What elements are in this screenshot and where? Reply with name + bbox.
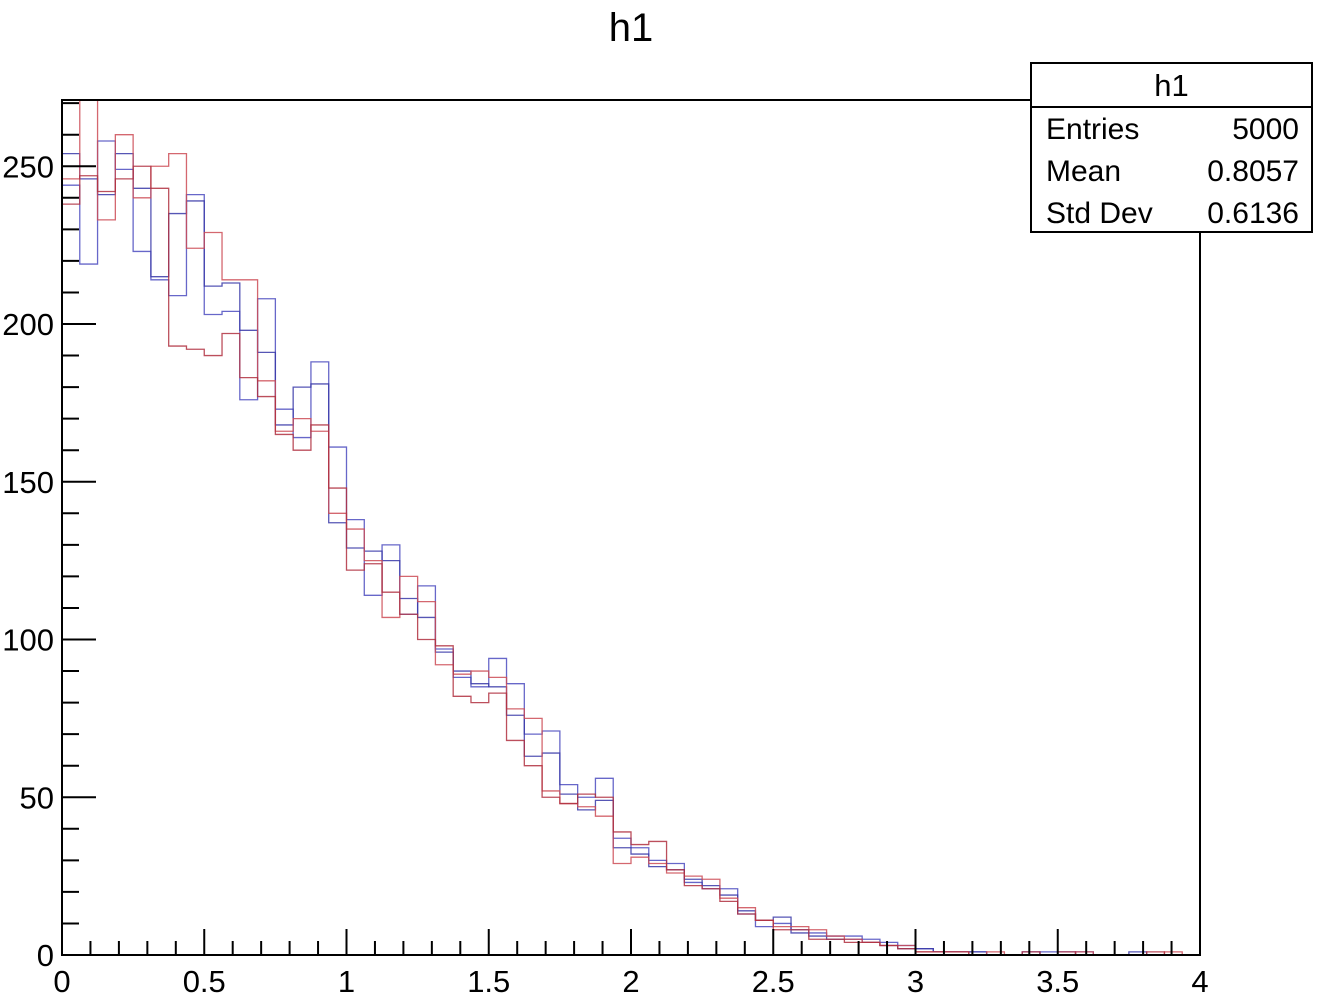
tick-label: 100 — [2, 623, 54, 658]
tick-label: 1 — [338, 964, 355, 999]
tick-label: 3 — [907, 964, 924, 999]
tick-label: 0.5 — [183, 964, 226, 999]
histogram-line — [61, 165, 1200, 956]
stats-row-mean: Mean 0.8057 — [1032, 150, 1311, 192]
tick-label: 0 — [53, 964, 70, 999]
stats-box-title: h1 — [1032, 64, 1311, 108]
axes: 0 0.5 1 1.5 2 2.5 3 3.5 4 0 50 100 150 200 250 — [2, 102, 1209, 999]
tick-label: 50 — [20, 780, 54, 815]
tick-label: 4 — [1191, 964, 1208, 999]
stats-value: 5000 — [1232, 113, 1299, 146]
tick-label: 250 — [2, 149, 54, 184]
stats-label: Mean — [1046, 155, 1122, 188]
tick-label: 0 — [37, 938, 54, 973]
stats-label: Entries — [1046, 113, 1140, 146]
tick-label: 1.5 — [467, 964, 510, 999]
tick-label: 2 — [622, 964, 639, 999]
stats-row-entries: Entries 5000 — [1032, 108, 1311, 150]
stats-label: Std Dev — [1046, 197, 1153, 230]
stats-value: 0.8057 — [1207, 155, 1299, 188]
chart-title: h1 — [608, 6, 654, 50]
tick-label: 200 — [2, 307, 54, 342]
tick-label: 3.5 — [1036, 964, 1079, 999]
stats-value: 0.6136 — [1207, 197, 1299, 230]
histogram-series — [61, 99, 1200, 956]
tick-label: 150 — [2, 465, 54, 500]
stats-row-stddev: Std Dev 0.6136 — [1032, 192, 1311, 234]
stats-box: h1 Entries 5000 Mean 0.8057 Std Dev 0.61… — [1030, 62, 1313, 233]
tick-label: 2.5 — [752, 964, 795, 999]
